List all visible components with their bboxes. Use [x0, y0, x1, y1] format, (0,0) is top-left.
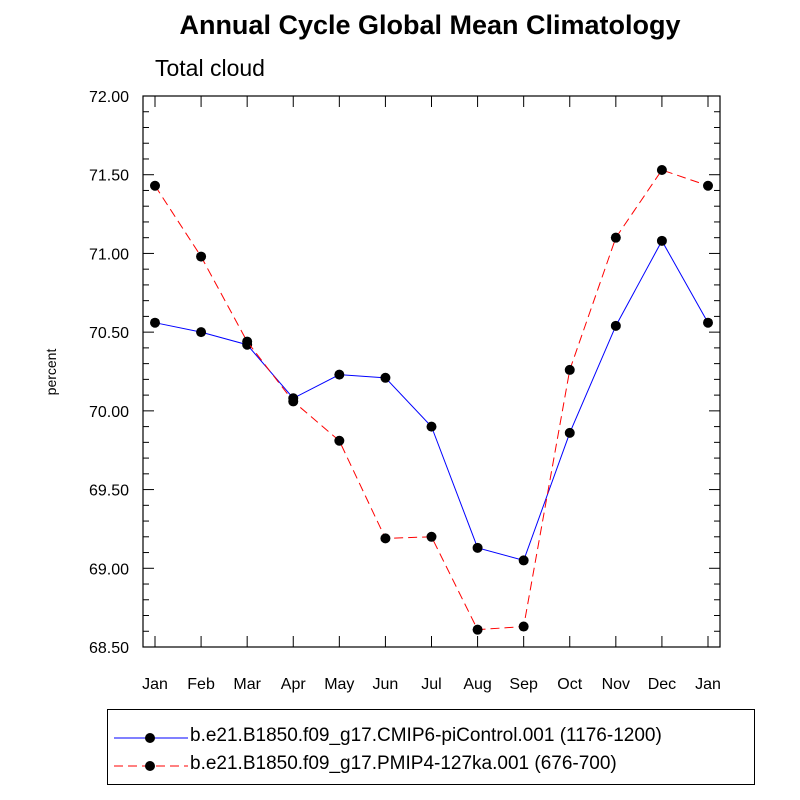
series-layer: [150, 164, 713, 635]
x-tick-label: Oct: [557, 676, 582, 693]
series-0-point: [380, 372, 391, 383]
series-0-point: [518, 555, 529, 566]
chart-title: Annual Cycle Global Mean Climatology: [179, 10, 681, 40]
legend-item-picontrol: b.e21.B1850.f09_g17.CMIP6-piControl.001 …: [108, 720, 754, 750]
series-0-point: [150, 317, 160, 328]
series-line-0: [154, 239, 709, 562]
series-0-point: [472, 542, 483, 553]
legend-swatch-picontrol: [114, 733, 188, 743]
series-1-point: [656, 164, 667, 175]
x-tick-label: May: [324, 676, 354, 693]
x-tick-label: Jun: [373, 676, 399, 693]
series-1-point: [703, 180, 713, 191]
legend-swatch-127ka: [114, 761, 188, 771]
legend-item-127ka: b.e21.B1850.f09_g17.PMIP4-127ka.001 (676…: [108, 748, 754, 778]
series-1-point: [610, 232, 621, 243]
y-tick-label: 71.00: [89, 246, 129, 263]
series-1-point: [518, 621, 529, 632]
series-1-point: [380, 533, 391, 544]
series-0-point: [426, 421, 437, 432]
x-tick-label: Sep: [509, 676, 538, 693]
legend: b.e21.B1850.f09_g17.CMIP6-piControl.001 …: [107, 709, 755, 785]
y-tick-label: 72.00: [89, 89, 129, 106]
x-tick-label: Jan: [142, 676, 168, 693]
y-tick-label: 69.00: [89, 561, 129, 578]
y-tick-label: 68.50: [89, 640, 129, 657]
series-1-point: [242, 336, 253, 347]
series-1-point: [334, 435, 345, 446]
y-tick-label: 69.50: [89, 483, 129, 500]
x-tick-label: Jul: [421, 676, 441, 693]
x-tick-label: Dec: [648, 676, 676, 693]
chart-subtitle: Total cloud: [155, 55, 265, 81]
series-0-point: [656, 235, 667, 246]
series-1-point: [426, 531, 437, 542]
y-axis-label: percent: [43, 349, 59, 396]
x-tick-label: Mar: [233, 676, 261, 693]
series-line-1: [154, 169, 709, 631]
series-0-point: [610, 320, 621, 331]
axis-ticks: [143, 95, 720, 648]
plot-frame: [142, 95, 721, 648]
series-1-point: [196, 251, 207, 262]
line-chart: 68.50 69.00 69.50 70.00 70.50 71.00 71.50 72.00…: [43, 89, 721, 693]
x-tick-label: Aug: [463, 676, 491, 693]
series-0-point: [334, 369, 345, 380]
series-0-point: [196, 327, 207, 338]
x-tick-label: Apr: [281, 676, 307, 693]
y-tick-label: 70.50: [89, 325, 129, 342]
series-1-point: [150, 180, 160, 191]
series-0-point: [564, 427, 575, 438]
series-1-point: [288, 396, 299, 407]
x-tick-label: Feb: [187, 676, 215, 693]
x-tick-label: Nov: [602, 676, 630, 693]
y-tick-labels: 68.50 69.00 69.50 70.00 70.50 71.00 71.50 72.00: [89, 89, 129, 657]
legend-label-127ka: b.e21.B1850.f09_g17.PMIP4-127ka.001 (676…: [190, 753, 617, 774]
series-0-point: [703, 317, 713, 328]
y-tick-label: 70.00: [89, 404, 129, 421]
legend-label-picontrol: b.e21.B1850.f09_g17.CMIP6-piControl.001 …: [190, 725, 662, 746]
x-tick-label: Jan: [695, 676, 721, 693]
y-tick-label: 71.50: [89, 168, 129, 185]
x-tick-labels: Jan Feb Mar Apr May Jun Jul Aug Sep Oct Nov Dec Jan: [142, 676, 721, 693]
series-1-point: [564, 364, 575, 375]
series-1-point: [472, 624, 483, 635]
